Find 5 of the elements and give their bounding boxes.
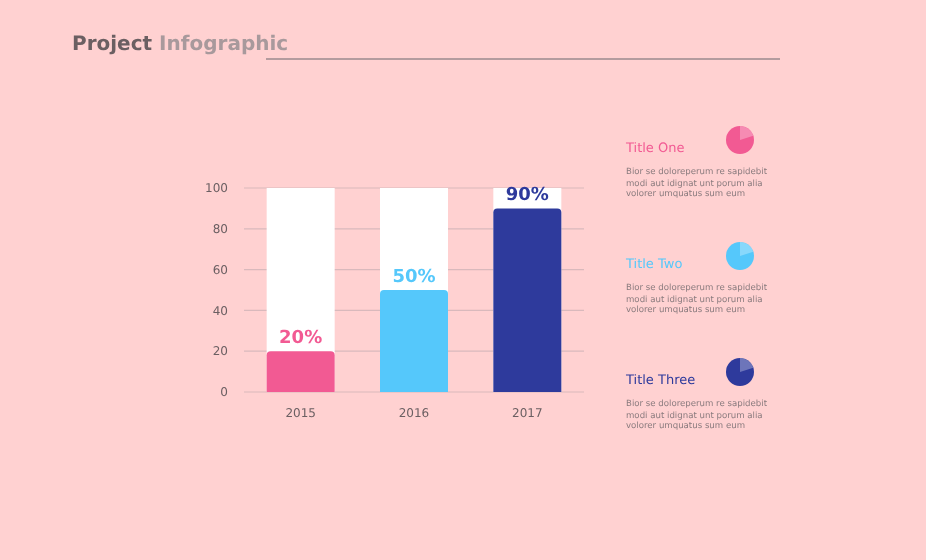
bar xyxy=(266,351,335,392)
data-label: 20% xyxy=(279,329,323,350)
data-label: 90% xyxy=(505,186,549,207)
data-label: 50% xyxy=(392,268,436,288)
chart-title: Project Infographic xyxy=(72,34,289,56)
